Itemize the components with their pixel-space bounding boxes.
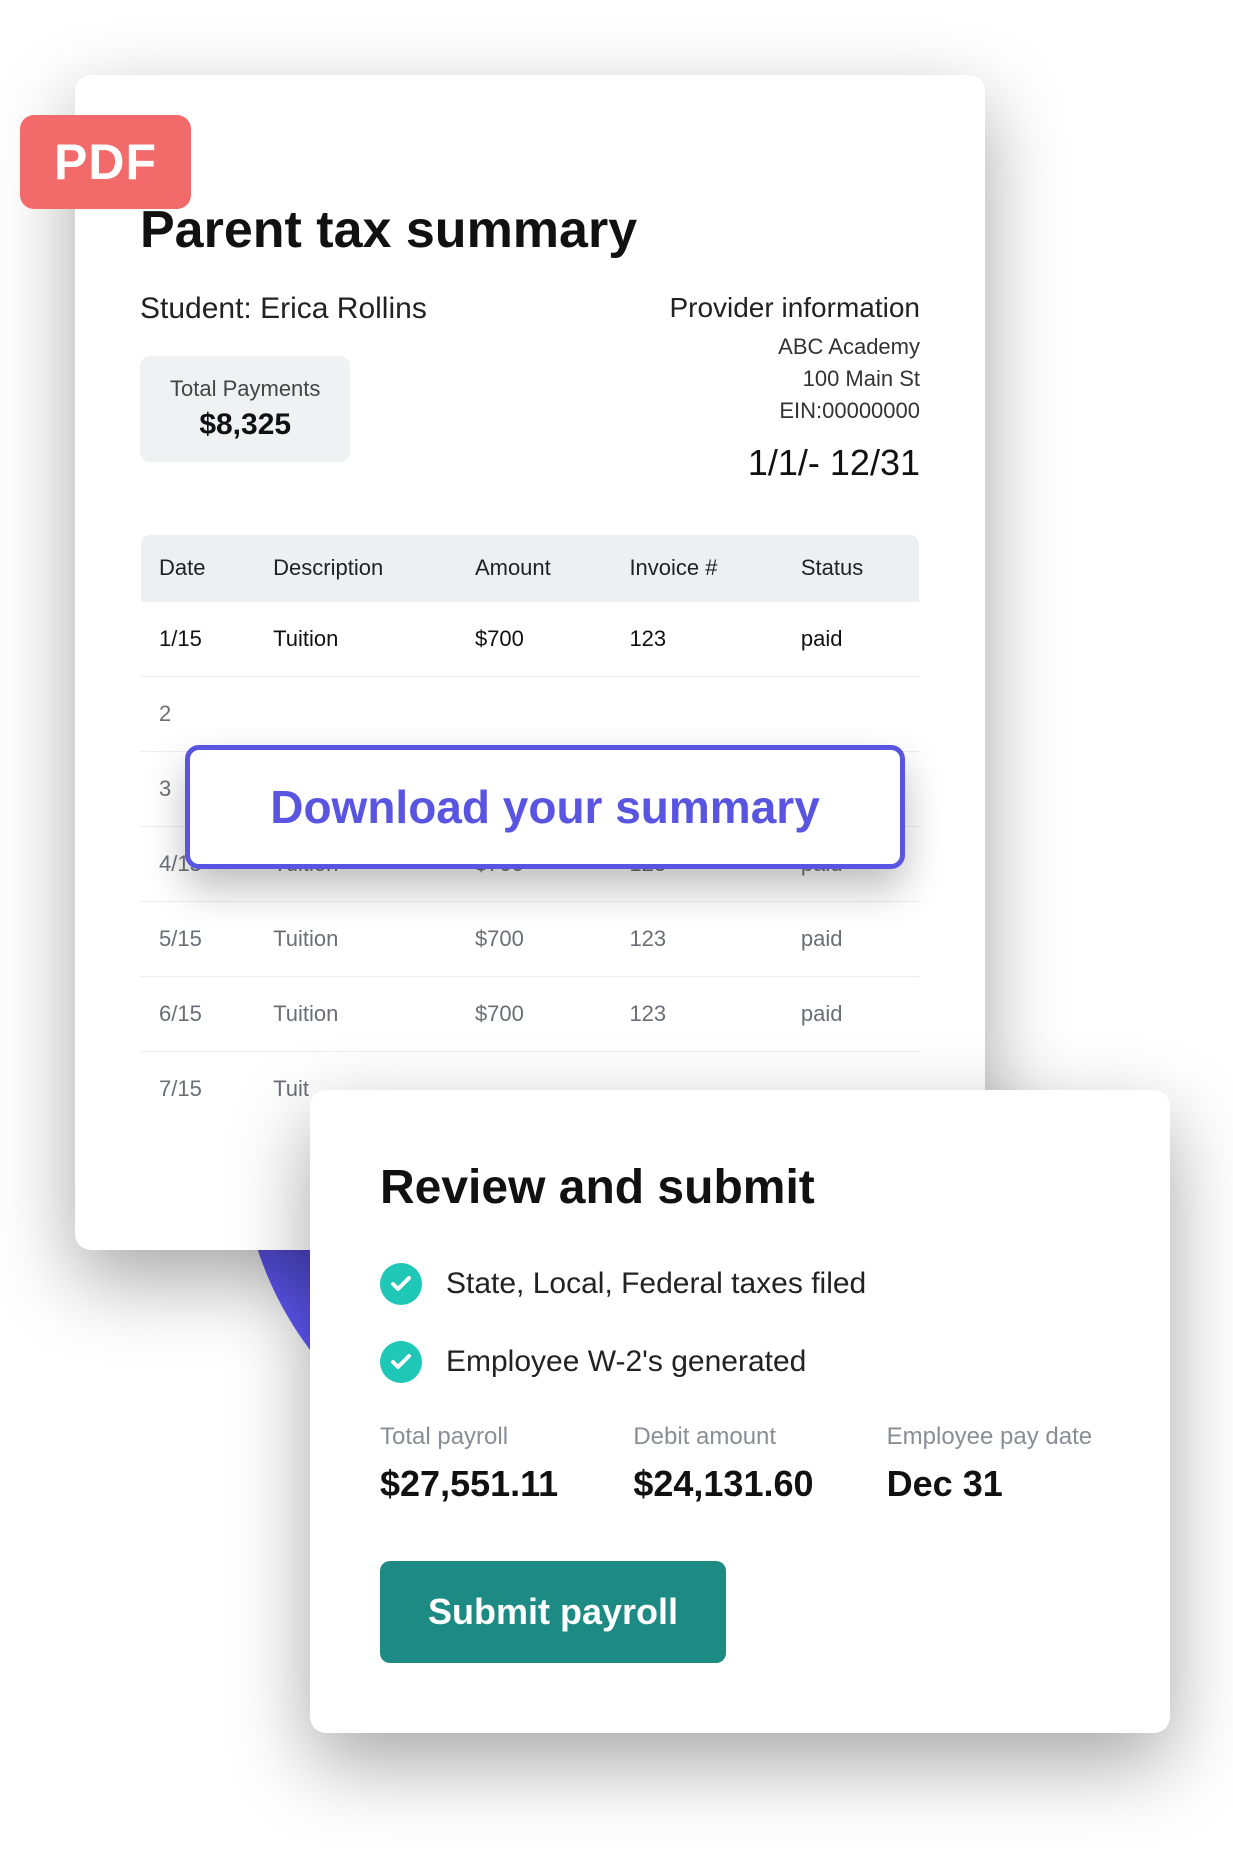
col-amount: Amount xyxy=(457,535,612,602)
cell-date: 1/15 xyxy=(141,602,256,677)
date-range: 1/1/- 12/31 xyxy=(669,442,920,484)
cell-desc: Tuition xyxy=(255,602,457,677)
stat-value: $27,551.11 xyxy=(380,1463,593,1505)
cell-date: 2 xyxy=(141,677,256,752)
col-status: Status xyxy=(783,535,920,602)
table-header-row: Date Description Amount Invoice # Status xyxy=(141,535,920,602)
tax-summary-card: Parent tax summary Student: Erica Rollin… xyxy=(75,75,985,1250)
cell-date: 6/15 xyxy=(141,977,256,1052)
student-label: Student: xyxy=(140,292,252,325)
stat-label: Employee pay date xyxy=(887,1423,1100,1451)
check-row: State, Local, Federal taxes filed xyxy=(380,1263,1100,1305)
table-row: 2 xyxy=(141,677,920,752)
cell-status: paid xyxy=(783,902,920,977)
col-description: Description xyxy=(255,535,457,602)
cell-invoice: 123 xyxy=(611,902,782,977)
tax-title: Parent tax summary xyxy=(140,200,920,260)
stat-label: Debit amount xyxy=(633,1423,846,1451)
table-row: 5/15Tuition$700123paid xyxy=(141,902,920,977)
check-icon xyxy=(380,1263,422,1305)
check-row: Employee W-2's generated xyxy=(380,1341,1100,1383)
payroll-stat: Employee pay date Dec 31 xyxy=(887,1423,1100,1505)
payroll-stat: Total payroll $27,551.11 xyxy=(380,1423,593,1505)
cell-date: 5/15 xyxy=(141,902,256,977)
total-amount: $8,325 xyxy=(170,408,320,442)
cell-desc xyxy=(255,677,457,752)
cell-desc: Tuition xyxy=(255,977,457,1052)
provider-ein: EIN:00000000 xyxy=(669,398,920,424)
cell-invoice: 123 xyxy=(611,602,782,677)
download-summary-button[interactable]: Download your summary xyxy=(185,745,905,869)
col-date: Date xyxy=(141,535,256,602)
submit-payroll-button[interactable]: Submit payroll xyxy=(380,1561,726,1663)
cell-invoice xyxy=(611,677,782,752)
stat-value: Dec 31 xyxy=(887,1463,1100,1505)
cell-amount: $700 xyxy=(457,602,612,677)
cell-invoice: 123 xyxy=(611,977,782,1052)
cell-date: 7/15 xyxy=(141,1052,256,1127)
cell-desc: Tuition xyxy=(255,902,457,977)
payroll-card: Review and submit State, Local, Federal … xyxy=(310,1090,1170,1733)
student-line: Student: Erica Rollins xyxy=(140,292,427,326)
provider-title: Provider information xyxy=(669,292,920,324)
check-icon xyxy=(380,1341,422,1383)
table-row: 1/15Tuition$700123paid xyxy=(141,602,920,677)
stat-label: Total payroll xyxy=(380,1423,593,1451)
col-invoice: Invoice # xyxy=(611,535,782,602)
cell-amount: $700 xyxy=(457,977,612,1052)
pdf-badge: PDF xyxy=(20,115,191,209)
cell-status: paid xyxy=(783,602,920,677)
check-text: Employee W-2's generated xyxy=(446,1345,806,1379)
check-text: State, Local, Federal taxes filed xyxy=(446,1267,866,1301)
payroll-stat: Debit amount $24,131.60 xyxy=(633,1423,846,1505)
cell-amount xyxy=(457,677,612,752)
provider-name: ABC Academy xyxy=(669,334,920,360)
payroll-title: Review and submit xyxy=(380,1160,1100,1215)
provider-address: 100 Main St xyxy=(669,366,920,392)
cell-status xyxy=(783,677,920,752)
provider-block: Provider information ABC Academy 100 Mai… xyxy=(669,292,920,484)
total-payments-pill: Total Payments $8,325 xyxy=(140,356,350,462)
table-row: 6/15Tuition$700123paid xyxy=(141,977,920,1052)
total-label: Total Payments xyxy=(170,376,320,402)
cell-status: paid xyxy=(783,977,920,1052)
stat-value: $24,131.60 xyxy=(633,1463,846,1505)
student-name: Erica Rollins xyxy=(260,292,427,325)
cell-amount: $700 xyxy=(457,902,612,977)
